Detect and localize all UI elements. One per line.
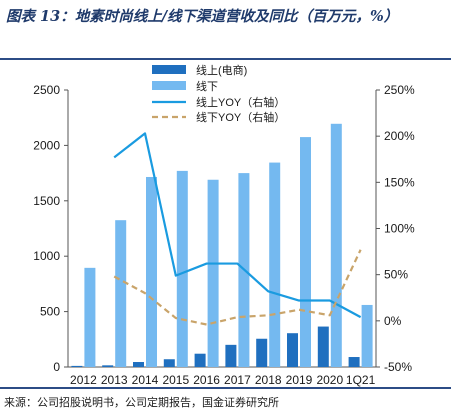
x-axis-tick-label: 2012	[70, 373, 97, 387]
chart-axes: 0 500 1000 1500 2000 2500 -50% 0% 50% 100% 150% 200…	[33, 83, 415, 387]
right-axis-tick-label: 100%	[384, 222, 415, 236]
bar-layer	[71, 123, 373, 367]
x-axis-tick-label: 2014	[132, 373, 159, 387]
title-rule	[0, 58, 451, 60]
bar-online	[225, 344, 237, 367]
right-axis-tick-label: 50%	[384, 268, 408, 282]
left-axis-tick-label: 1000	[33, 249, 60, 263]
x-axis-tick-label: 2016	[193, 373, 220, 387]
source-note: 来源：公司招股说明书，公司定期报告，国金证券研究所	[4, 396, 279, 409]
x-axis-tick-label: 2015	[162, 373, 189, 387]
legend-label: 线下	[196, 79, 218, 93]
right-axis-tick-label: 150%	[384, 175, 415, 189]
left-axis-tick-label: 2500	[33, 83, 60, 97]
right-axis-tick-label: 0%	[384, 314, 402, 328]
x-axis-tick-label: 2019	[286, 373, 313, 387]
bar-offline	[300, 137, 311, 367]
line-offline-yoy	[113, 249, 362, 326]
x-axis-tick-label: 2018	[255, 373, 282, 387]
x-axis-tick-label: 2013	[101, 373, 128, 387]
line-layer	[113, 132, 362, 326]
chart-title: 图表 13：地素时尚线上/线下渠道营收及同比（百万元，%）	[6, 8, 399, 25]
x-axis-tick-label: 2017	[224, 373, 251, 387]
bar-offline	[84, 267, 96, 367]
bar-online	[133, 362, 144, 367]
bar-online	[163, 359, 175, 367]
bar-offline	[361, 304, 373, 367]
legend-swatch-offline	[152, 81, 186, 90]
bar-online	[348, 357, 360, 367]
left-axis-tick-label: 1500	[33, 194, 60, 208]
x-axis-tick-label: 2020	[316, 373, 343, 387]
bar-offline	[146, 176, 157, 367]
bar-offline	[269, 162, 281, 367]
bar-online	[102, 365, 114, 367]
bar-offline	[176, 170, 188, 367]
legend-label: 线上(电商)	[196, 63, 247, 77]
bar-online	[287, 333, 298, 367]
bar-online	[317, 326, 329, 367]
left-axis-tick-label: 0	[53, 360, 60, 374]
bar-offline	[115, 220, 127, 367]
bar-online	[256, 338, 268, 367]
legend-label: 线上YOY（右轴）	[196, 95, 285, 109]
bar-offline	[330, 123, 342, 367]
line-online-yoy	[113, 132, 362, 319]
right-axis-tick-label: -50%	[384, 360, 412, 374]
legend-swatch-online	[152, 65, 186, 74]
left-axis-tick-label: 500	[40, 305, 60, 319]
source-rule	[0, 387, 451, 389]
bar-online	[71, 365, 83, 367]
legend-label: 线下YOY（右轴）	[196, 110, 285, 124]
bar-online	[194, 353, 206, 367]
bar-offline	[207, 179, 219, 367]
right-axis-tick-label: 200%	[384, 129, 415, 143]
right-axis-tick-label: 250%	[384, 83, 415, 97]
x-axis-tick-label: 1Q21	[346, 373, 376, 387]
left-axis-tick-label: 2000	[33, 138, 60, 152]
